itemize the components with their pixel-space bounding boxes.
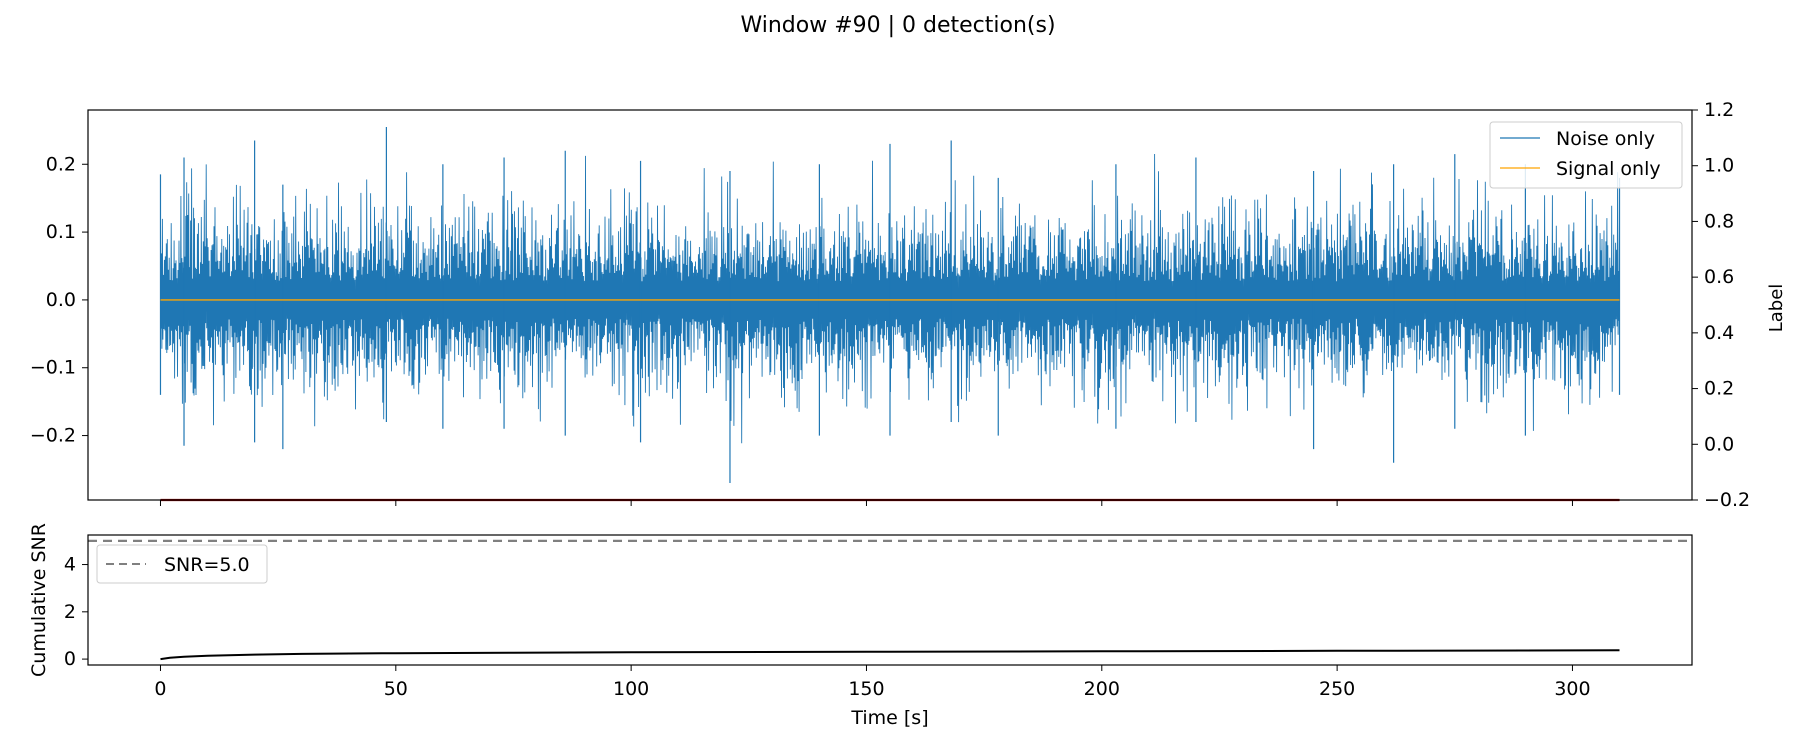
bottom-x-axis: 0 50 100 150 200 250 300 [154,665,1591,700]
bottom-xtick-label: 0 [154,678,166,700]
top-axes-frame [87,109,1693,501]
bottom-xtick-label: 200 [1084,678,1120,700]
top-y2tick-label: 1.2 [1704,99,1734,121]
bottom-xtick-label: 250 [1319,678,1355,700]
right-axis-label: Label [1766,284,1787,333]
bottom-ytick-label: 4 [64,554,76,576]
bottom-panel: 0 2 4 0 50 100 150 200 250 300 Time [s] Cumulati… [28,523,1693,729]
bottom-axes-frame [87,534,1693,666]
noise-trace-group [159,126,1621,484]
cumulative-snr-line [160,649,1620,661]
bottom-xtick-label: 150 [848,678,884,700]
bottom-lines-group [88,539,1692,661]
top-y2tick-label: 0.2 [1704,378,1734,400]
top-ytick-label: 0.0 [46,289,76,311]
bottom-ytick-label: 2 [64,601,76,623]
bottom-xtick-label: 300 [1554,678,1590,700]
x-axis-label: Time [s] [850,707,928,729]
top-bottom-axis [159,500,1573,506]
top-left-axis: −0.2 −0.1 0.0 0.1 0.2 [30,153,88,447]
legend-noise-label: Noise only [1556,128,1655,150]
top-panel: −0.2 −0.1 0.0 0.1 0.2 −0.2 0.0 0.2 0.4 0.6 0.8 1.0… [30,99,1787,511]
top-ytick-label: 0.2 [46,153,76,175]
bottom-ytick-label: 0 [64,648,76,670]
bottom-plot-area [88,535,1692,665]
bottom-left-axis: 0 2 4 [64,554,88,670]
top-y2tick-label: 0.4 [1704,322,1734,344]
y-axis-label: Cumulative SNR [28,523,50,677]
legend-threshold-label: SNR=5.0 [164,554,250,576]
bottom-xtick-label: 100 [613,678,649,700]
bottom-legend: SNR=5.0 [96,544,268,584]
top-ytick-label: −0.2 [30,425,76,447]
legend-box [96,544,268,584]
top-y2tick-label: 1.0 [1704,155,1734,177]
top-y2tick-label: 0.6 [1704,266,1734,288]
top-y2tick-label: −0.2 [1704,489,1750,511]
top-legend: Noise only Signal only [1489,121,1683,189]
legend-signal-label: Signal only [1556,158,1661,180]
top-right-axis: −0.2 0.0 0.2 0.4 0.6 0.8 1.0 1.2 [1692,99,1750,511]
top-y2tick-label: 0.0 [1704,433,1734,455]
top-y2tick-label: 0.8 [1704,210,1734,232]
top-ytick-label: 0.1 [46,221,76,243]
bottom-xtick-label: 50 [384,678,408,700]
top-ytick-label: −0.1 [30,357,76,379]
figure-title: Window #90 | 0 detection(s) [740,13,1055,38]
